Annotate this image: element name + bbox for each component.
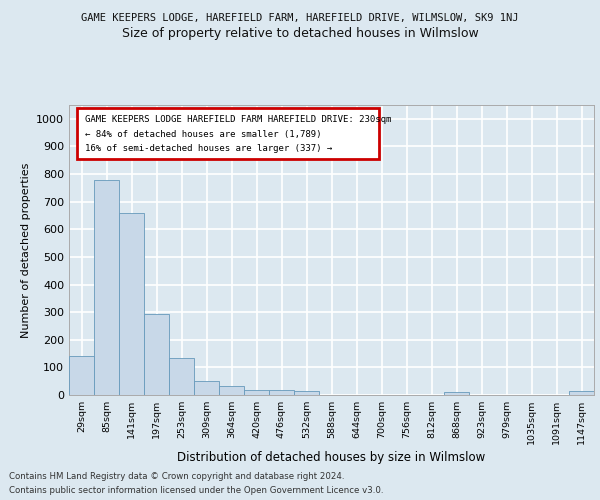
Text: 16% of semi-detached houses are larger (337) →: 16% of semi-detached houses are larger (… bbox=[85, 144, 332, 153]
Bar bbox=[194, 380, 219, 395]
Bar bbox=[569, 391, 594, 395]
Bar bbox=[219, 386, 244, 395]
Bar bbox=[444, 392, 469, 395]
Text: Contains HM Land Registry data © Crown copyright and database right 2024.: Contains HM Land Registry data © Crown c… bbox=[9, 472, 344, 481]
Bar bbox=[144, 314, 169, 395]
Text: ← 84% of detached houses are smaller (1,789): ← 84% of detached houses are smaller (1,… bbox=[85, 130, 321, 138]
Text: Contains public sector information licensed under the Open Government Licence v3: Contains public sector information licen… bbox=[9, 486, 383, 495]
Bar bbox=[244, 390, 269, 395]
FancyBboxPatch shape bbox=[77, 108, 379, 158]
Text: Size of property relative to detached houses in Wilmslow: Size of property relative to detached ho… bbox=[122, 28, 478, 40]
Bar bbox=[294, 391, 319, 395]
Y-axis label: Number of detached properties: Number of detached properties bbox=[20, 162, 31, 338]
Bar bbox=[94, 180, 119, 395]
Text: GAME KEEPERS LODGE HAREFIELD FARM HAREFIELD DRIVE: 230sqm: GAME KEEPERS LODGE HAREFIELD FARM HAREFI… bbox=[85, 115, 391, 124]
Bar bbox=[69, 356, 94, 395]
Bar bbox=[269, 390, 294, 395]
Text: GAME KEEPERS LODGE, HAREFIELD FARM, HAREFIELD DRIVE, WILMSLOW, SK9 1NJ: GAME KEEPERS LODGE, HAREFIELD FARM, HARE… bbox=[81, 12, 519, 22]
Bar bbox=[169, 358, 194, 395]
Bar bbox=[119, 212, 144, 395]
X-axis label: Distribution of detached houses by size in Wilmslow: Distribution of detached houses by size … bbox=[178, 451, 485, 464]
